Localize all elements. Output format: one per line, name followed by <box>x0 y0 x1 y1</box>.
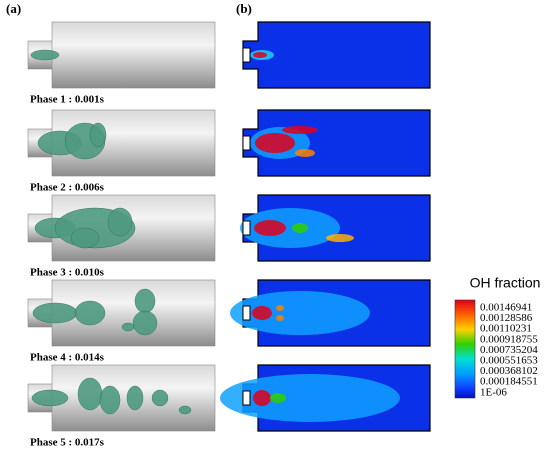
flame-surface <box>31 389 69 407</box>
contour-domain <box>242 109 431 177</box>
flame-surface <box>107 207 133 237</box>
colorbar-title: OH fraction <box>470 275 541 291</box>
flame-surface <box>132 310 158 336</box>
oh-region <box>276 315 284 321</box>
oh-region <box>295 149 315 157</box>
flame-surface <box>121 322 135 332</box>
colorbar-label: 0.000735204 <box>480 344 538 356</box>
flame-surface <box>70 227 100 249</box>
colorbar-label: 1E-06 <box>480 386 507 398</box>
inlet-notch <box>242 390 251 406</box>
inlet-notch <box>242 47 251 63</box>
flame-surface <box>89 122 107 148</box>
flame-surface <box>99 385 121 415</box>
colorbar-label: 0.000368102 <box>480 365 538 377</box>
oh-region <box>252 306 272 320</box>
colorbar-label: 0.00146941 <box>480 302 532 314</box>
oh-region <box>253 52 267 58</box>
colorbar-label: 0.000551653 <box>480 355 538 367</box>
oh-region <box>292 223 308 233</box>
flame-surface <box>77 377 103 411</box>
flame-surface <box>151 389 169 407</box>
inlet-notch <box>242 135 251 151</box>
flame-surface <box>126 385 144 411</box>
inlet-notch <box>242 220 251 236</box>
colorbar-label: 0.00110231 <box>480 323 532 335</box>
flame-surface <box>134 288 156 314</box>
flame-surface <box>30 49 60 61</box>
oh-region <box>220 374 400 422</box>
oh-region <box>270 393 286 403</box>
contour-domain <box>242 21 431 89</box>
phase-caption: Phase 5 : 0.017s <box>30 437 105 449</box>
oh-region <box>282 126 318 134</box>
panel-label: (a) <box>6 1 21 16</box>
colorbar <box>454 299 476 399</box>
flame-surface <box>178 405 192 415</box>
combustor <box>51 21 216 89</box>
colorbar-label: 0.000184551 <box>480 376 538 388</box>
oh-region <box>276 305 284 311</box>
oh-region <box>326 234 354 242</box>
phase-caption: Phase 3 : 0.010s <box>30 267 105 279</box>
inlet-notch <box>242 305 251 321</box>
colorbar-label: 0.00128586 <box>480 312 533 324</box>
oh-region <box>254 220 286 236</box>
oh-region <box>240 208 340 248</box>
phase-caption: Phase 4 : 0.014s <box>30 352 105 364</box>
phase-caption: Phase 1 : 0.001s <box>30 94 105 106</box>
panel-label: (b) <box>236 1 252 16</box>
flame-surface <box>32 302 78 324</box>
oh-region <box>230 291 370 335</box>
oh-region <box>255 133 295 153</box>
colorbar-label: 0.000918755 <box>480 333 538 345</box>
phase-caption: Phase 2 : 0.006s <box>30 182 105 194</box>
oh-region <box>253 390 271 406</box>
flame-surface <box>74 300 106 326</box>
